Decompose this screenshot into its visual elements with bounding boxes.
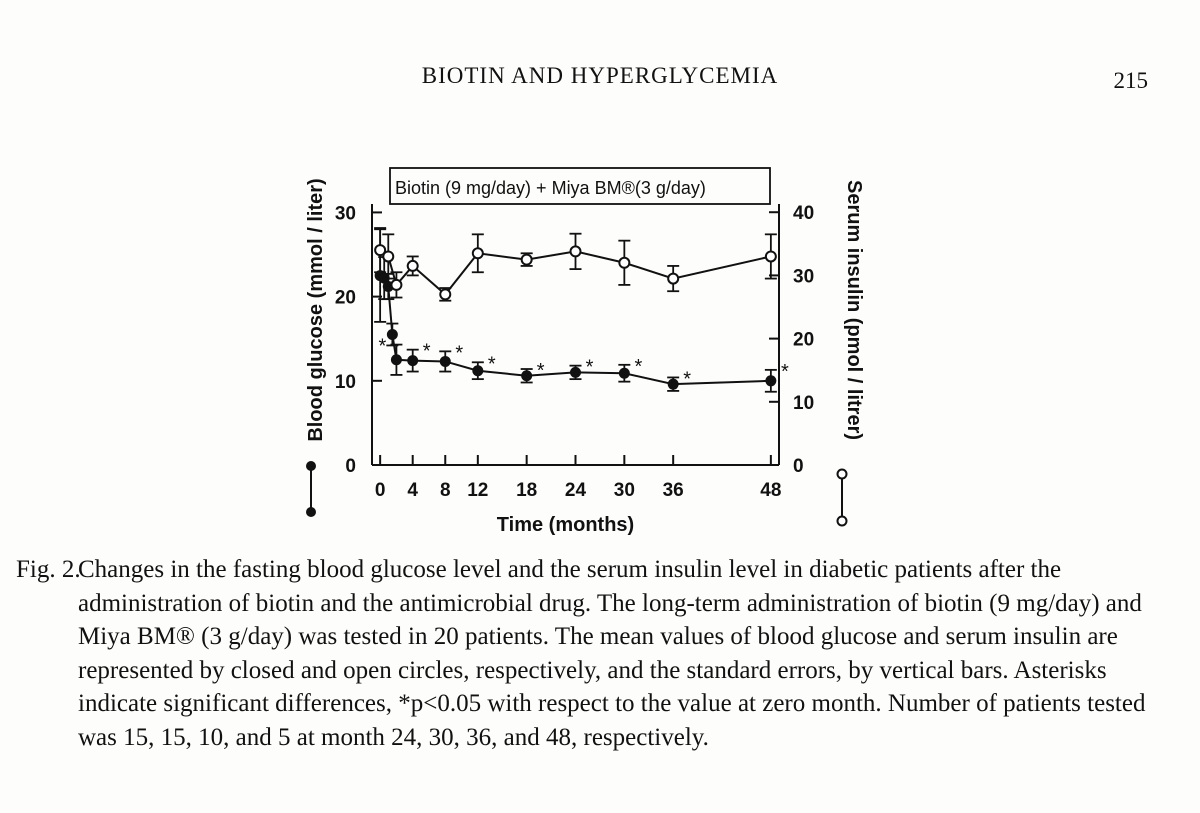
significance-asterisk: *	[379, 336, 387, 358]
x-axis-title: Time (months)	[497, 514, 634, 536]
running-title: BIOTIN AND HYPERGLYCEMIA	[421, 63, 779, 88]
caption-text: Changes in the fasting blood glucose lev…	[78, 556, 1146, 751]
x-tick-label: 36	[663, 480, 684, 501]
glucose-point	[618, 367, 630, 379]
significance-asterisk: *	[455, 342, 463, 364]
insulin-point	[390, 278, 403, 291]
glucose-key-marker	[306, 507, 316, 517]
page-number: 215	[1113, 68, 1149, 93]
glucose-point	[765, 375, 777, 387]
legend-box	[389, 167, 771, 205]
glucose-point	[521, 370, 533, 382]
insulin-point	[667, 272, 680, 285]
figure-caption: Fig. 2. Changes in the fasting blood glu…	[16, 553, 1146, 755]
significance-asterisk: *	[537, 360, 545, 382]
insulin-point	[569, 245, 582, 258]
significance-asterisk: *	[423, 341, 431, 363]
significance-asterisk: *	[781, 361, 789, 383]
insulin-point	[471, 247, 484, 260]
x-tick-label: 18	[516, 480, 537, 501]
insulin-point	[439, 288, 452, 301]
x-tick-label: 4	[407, 480, 418, 501]
glucose-key-marker	[306, 461, 316, 471]
significance-asterisk: *	[683, 368, 691, 390]
glucose-point	[570, 366, 581, 378]
glucose-point	[667, 378, 679, 390]
insulin-point	[764, 250, 777, 263]
y-right-tick-label: 0	[793, 456, 804, 477]
glucose-point	[390, 354, 402, 366]
x-tick-label: 48	[760, 480, 781, 501]
glucose-point	[472, 365, 484, 377]
y-left-tick-label: 20	[335, 288, 356, 309]
y-right-axis-title: Serum insulin (pmol / litrer)	[843, 180, 865, 440]
insulin-point	[374, 244, 387, 257]
y-left-tick-label: 10	[335, 372, 356, 393]
y-left-tick-label: 30	[335, 203, 356, 224]
insulin-key-marker	[836, 515, 848, 527]
caption-label: Fig. 2.	[16, 556, 81, 583]
y-right-tick-label: 30	[793, 266, 814, 287]
insulin-point	[382, 250, 395, 263]
legend-box-label: Biotin (9 mg/day) + Miya BM®(3 g/day)	[395, 178, 706, 198]
x-tick-label: 24	[565, 480, 587, 501]
y-left-axis-title: Blood glucose (mmol / liter)	[305, 178, 327, 441]
x-tick-label: 0	[375, 480, 386, 501]
significance-asterisk: *	[488, 353, 496, 375]
glucose-point	[439, 355, 451, 367]
y-right-tick-label: 20	[793, 330, 814, 351]
y-right-tick-label: 10	[793, 393, 814, 414]
significance-asterisk: *	[586, 357, 594, 379]
y-left-tick-label: 0	[345, 456, 356, 477]
significance-asterisk: *	[634, 356, 642, 378]
insulin-point	[520, 253, 533, 266]
glucose-point	[407, 355, 419, 367]
insulin-point	[618, 256, 631, 269]
x-tick-label: 8	[440, 480, 451, 501]
x-tick-label: 12	[467, 480, 488, 501]
insulin-key-marker	[836, 468, 848, 480]
glucose-point	[386, 329, 398, 340]
insulin-point	[406, 259, 419, 272]
x-tick-label: 30	[614, 480, 635, 501]
y-right-tick-label: 40	[793, 203, 814, 224]
